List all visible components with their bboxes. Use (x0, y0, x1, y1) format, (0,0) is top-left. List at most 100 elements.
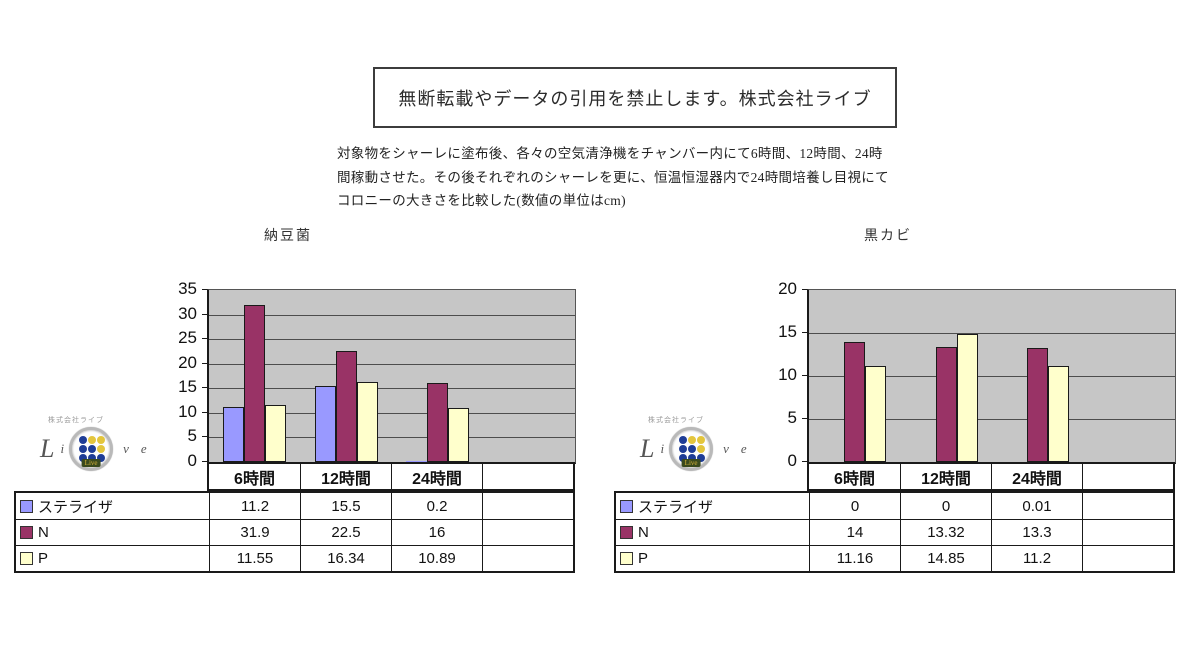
series-name-cell: N (616, 519, 809, 545)
table-value-cell: 11.2 (209, 493, 300, 519)
table-value-cell: 22.5 (300, 519, 391, 545)
category-header-cell: 24時間 (391, 464, 482, 489)
gridline (209, 314, 575, 316)
bar-n-2 (935, 347, 957, 462)
table-value-cell: 14 (809, 519, 900, 545)
table-value-cell: 31.9 (209, 519, 300, 545)
bar-n-1 (244, 305, 266, 462)
y-tick-mark (202, 289, 207, 290)
series-name-cell: N (16, 519, 209, 545)
y-tick-label: 35 (178, 279, 197, 298)
bar-n-1 (844, 341, 866, 462)
logo-letter-e: e (740, 441, 747, 456)
bar-p-3 (1048, 365, 1070, 462)
legend-swatch (20, 552, 33, 565)
table-value-cell: 15.5 (300, 493, 391, 519)
legend-swatch (620, 552, 633, 565)
series-name-label: P (638, 550, 649, 567)
logo-dot (688, 445, 697, 453)
y-tick-label: 20 (778, 279, 797, 298)
bar-sterilizer-3 (406, 461, 428, 462)
experiment-description: 対象物をシャーレに塗布後、各々の空気清浄機をチャンバー内にて6時間、12時間、2… (337, 142, 907, 213)
y-tick-mark (802, 461, 807, 462)
legend-swatch (20, 526, 33, 539)
table-value-cell (1082, 545, 1173, 571)
table-value-cell: 16.34 (300, 545, 391, 571)
y-tick-label: 10 (778, 365, 797, 384)
logo-dot (97, 436, 106, 444)
bar-sterilizer-1 (223, 406, 245, 462)
series-name-label: N (38, 524, 49, 541)
table-value-cell (1082, 493, 1173, 519)
category-header-cell: 24時間 (991, 464, 1082, 489)
bar-n-3 (1027, 347, 1049, 462)
y-tick-mark (202, 436, 207, 438)
logo-company-name: 株式会社ライブ (648, 417, 704, 424)
data-table: ステライザ 0 0 0.01 N 14 13.32 13.3 P 11.16 14.85 11.2 (614, 491, 1175, 573)
category-header-row: 6時間 12時間 24時間 (207, 462, 575, 491)
category-header-row: 6時間 12時間 24時間 (807, 462, 1175, 491)
logo-letter-i: i (660, 441, 665, 456)
series-name-label: P (38, 550, 49, 567)
series-name-cell: P (16, 545, 209, 571)
category-header-cell: 12時間 (300, 464, 391, 489)
table-value-cell: 0 (809, 493, 900, 519)
category-header-cell (482, 464, 573, 489)
table-value-cell: 10.89 (391, 545, 482, 571)
table-value-cell (1082, 519, 1173, 545)
gridline (809, 419, 1175, 420)
category-header-cell (1082, 464, 1173, 489)
y-tick-label: 30 (178, 303, 197, 323)
y-tick-label: 20 (178, 352, 197, 372)
y-tick-label: 15 (778, 322, 797, 341)
bar-p-3 (448, 408, 470, 462)
bar-sterilizer-2 (314, 385, 336, 462)
bar-p-2 (356, 381, 378, 462)
y-tick-label: 0 (787, 451, 797, 470)
y-tick-mark (202, 362, 207, 364)
plot-area (807, 289, 1176, 464)
table-value-cell: 0.2 (391, 493, 482, 519)
logo-badge-text: Live (681, 459, 701, 467)
table-value-cell: 0.01 (991, 493, 1082, 519)
table-value-cell: 0 (900, 493, 991, 519)
description-line-3: コロニーの大きさを比較した(数値の単位はcm) (337, 193, 626, 208)
gridline (809, 333, 1175, 334)
table-value-cell: 11.16 (809, 545, 900, 571)
logo-circle-icon: Live (69, 427, 114, 471)
logo-letter-v: v (123, 441, 129, 456)
y-tick-label: 25 (178, 328, 197, 348)
logo-letter-i: i (60, 441, 65, 456)
description-line-2: 間稼動させた。その後それぞれのシャーレを更に、恒温恒湿器内で24時間培養し目視に… (337, 169, 889, 185)
legend-swatch (20, 499, 33, 513)
table-value-cell: 11.2 (991, 545, 1082, 571)
logo-dot (697, 436, 706, 444)
gridline (209, 412, 575, 414)
logo-letter-L: L (640, 434, 655, 463)
y-tick-mark (802, 332, 807, 333)
table-value-cell (482, 545, 573, 571)
chart-title: 黒カビ (864, 227, 912, 243)
bar-p-2 (956, 334, 978, 462)
data-table: ステライザ 11.2 15.5 0.2 N 31.9 22.5 16 P 11.55 16.34 10… (14, 491, 575, 573)
gridline (809, 376, 1175, 377)
table-value-cell: 13.3 (991, 519, 1082, 545)
logo-letter-v: v (723, 441, 729, 456)
table-value-cell: 16 (391, 519, 482, 545)
y-tick-label: 5 (787, 408, 797, 427)
gridline (209, 363, 575, 365)
y-tick-label: 15 (178, 377, 197, 397)
y-tick-mark (202, 338, 207, 340)
bar-n-2 (335, 351, 357, 462)
logo-dot (679, 436, 688, 444)
logo-company-name: 株式会社ライブ (48, 417, 104, 424)
y-tick-label: 0 (187, 451, 197, 470)
logo-dot (79, 436, 88, 444)
y-tick-mark (802, 289, 807, 290)
